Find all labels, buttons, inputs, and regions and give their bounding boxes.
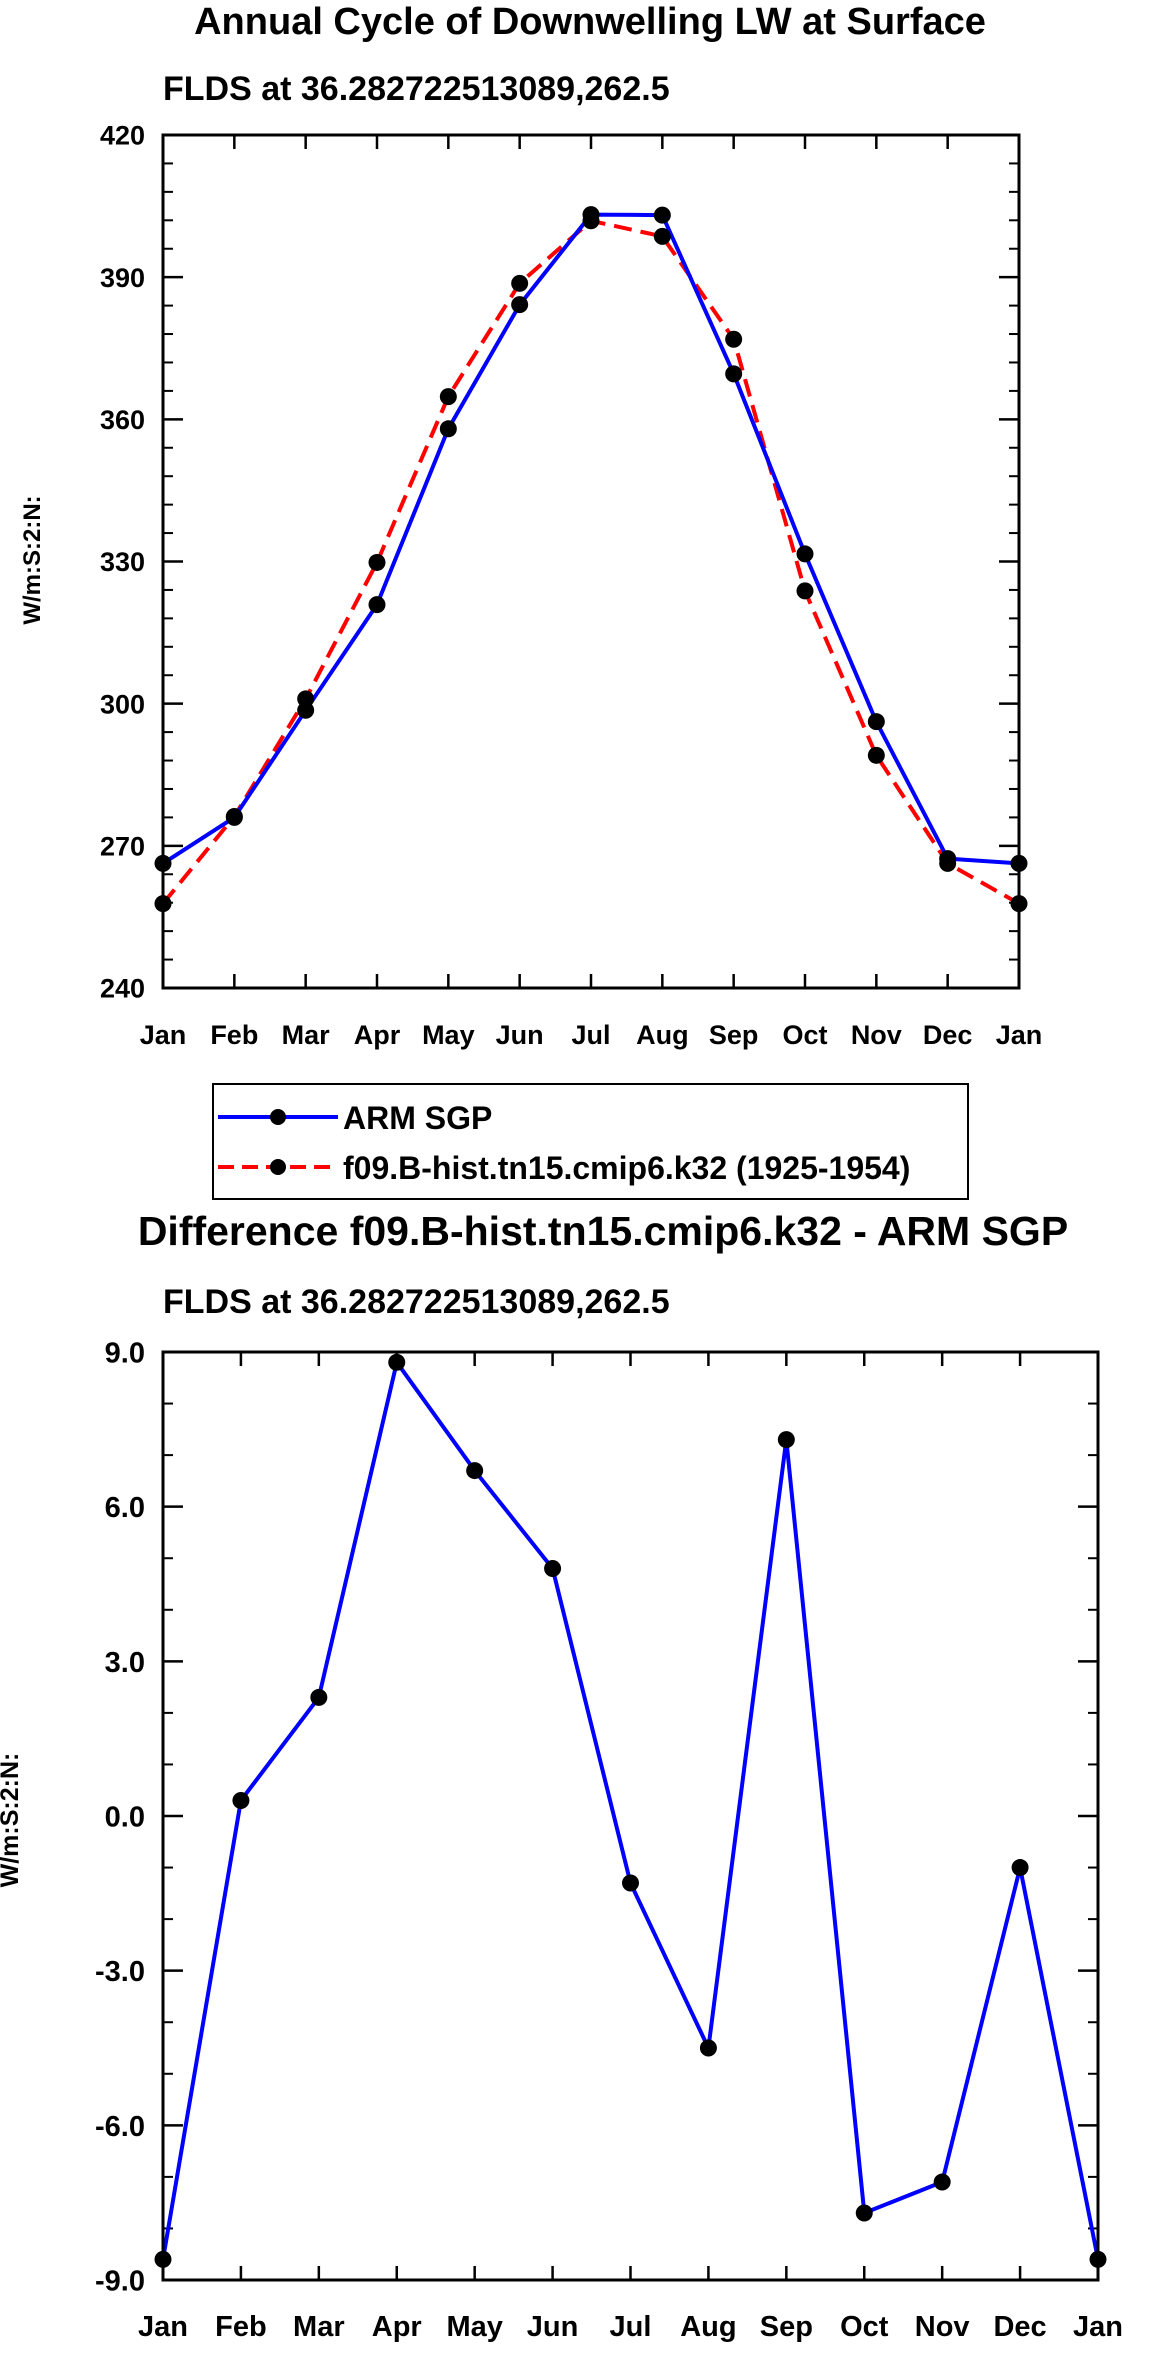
legend-model-label: f09.B-hist.tn15.cmip6.k32 (1925-1954) <box>343 1150 910 1186</box>
chart2-xtick-label: Aug <box>680 2311 736 2343</box>
chart1-point <box>653 227 671 245</box>
chart1-point <box>225 808 243 826</box>
chart1-xtick-label: Jan <box>996 1020 1043 1050</box>
chart1-point <box>368 596 386 614</box>
chart1-ytick-label: 420 <box>100 121 145 151</box>
chart2-point <box>699 2039 717 2057</box>
chart2-point <box>777 1431 795 1449</box>
chart1-point <box>511 274 529 292</box>
chart1-series-line-obs <box>161 212 1020 866</box>
chart2-point <box>544 1560 562 1578</box>
chart2-ytick-label: 6.0 <box>105 1492 145 1524</box>
chart1-point <box>939 850 957 868</box>
chart1-xtick-label: Sep <box>709 1020 759 1050</box>
legend-obs-marker <box>270 1109 286 1125</box>
chart2-ytick-label: -6.0 <box>95 2111 145 2143</box>
chart2-ytick-label: 3.0 <box>105 1647 145 1679</box>
chart2-xtick-label: Jun <box>527 2311 579 2343</box>
chart2-point <box>232 1792 250 1810</box>
chart1-xtick-label: Jun <box>496 1020 544 1050</box>
chart2-point <box>466 1462 484 1480</box>
chart2-xtick-label: Dec <box>993 2311 1046 2343</box>
chart1-ytick-label: 390 <box>100 263 145 293</box>
chart1-point <box>511 296 529 314</box>
chart1-point <box>368 553 386 571</box>
chart1-series-line-model <box>161 218 1020 906</box>
chart1-xtick-label: Apr <box>354 1020 401 1050</box>
chart2-series-line-obs <box>161 1360 1100 2260</box>
chart1-xtick-label: Jan <box>140 1020 187 1050</box>
legend-obs-label: ARM SGP <box>343 1100 492 1136</box>
chart2-ytick-label: -3.0 <box>95 1956 145 1988</box>
chart1-ytick-label: 240 <box>100 974 145 1004</box>
chart1-point <box>867 713 885 731</box>
chart2-xtick-label: Nov <box>915 2311 970 2343</box>
chart2-point <box>855 2204 873 2222</box>
chart1-point <box>653 206 671 224</box>
chart1-xtick-label: May <box>422 1020 475 1050</box>
chart1-point <box>796 545 814 563</box>
chart1-xtick-label: Mar <box>282 1020 331 1050</box>
chart2-xtick-label: Jan <box>1073 2311 1123 2343</box>
annual-cycle-chart: Annual Cycle of Downwelling LW at Surfac… <box>19 1 1042 1050</box>
chart2-subtitle: FLDS at 36.282722513089,262.5 <box>163 1283 670 1321</box>
chart1-title: Annual Cycle of Downwelling LW at Surfac… <box>194 1 986 43</box>
chart2-plot-frame <box>161 1350 1100 2282</box>
chart1-point <box>796 582 814 600</box>
chart2-point <box>1011 1859 1029 1877</box>
chart1-point <box>582 206 600 224</box>
chart1-ylabel: W/m:S:2:N: <box>19 495 46 624</box>
chart2-point <box>933 2173 951 2191</box>
chart2-ylabel: W/m:S:2:N: <box>0 1753 24 1888</box>
chart2-ytick-label: -9.0 <box>95 2265 145 2297</box>
legend-box <box>212 1083 969 1200</box>
chart1-point <box>439 388 457 406</box>
chart1-point <box>439 420 457 438</box>
chart1-xtick-label: Nov <box>851 1020 902 1050</box>
chart1-xtick-label: Feb <box>210 1020 258 1050</box>
chart2-point <box>388 1353 406 1371</box>
chart2-xtick-label: Jul <box>610 2311 652 2343</box>
chart2-point <box>622 1874 639 1892</box>
chart2-ytick-label: 9.0 <box>105 1337 145 1369</box>
chart1-subtitle: FLDS at 36.282722513089,262.5 <box>163 70 670 108</box>
chart1-point <box>297 701 315 719</box>
chart1-point <box>725 330 743 348</box>
difference-chart: Difference f09.B-hist.tn15.cmip6.k32 - A… <box>0 1208 1123 2343</box>
chart2-xtick-label: Feb <box>215 2311 267 2343</box>
chart2-xtick-label: Apr <box>372 2311 422 2343</box>
chart2-xtick-label: Mar <box>293 2311 345 2343</box>
chart1-xtick-label: Dec <box>923 1020 973 1050</box>
chart1-xtick-label: Aug <box>636 1020 688 1050</box>
chart1-plot-frame <box>161 133 1021 990</box>
legend-model-marker <box>270 1159 286 1175</box>
chart1-xtick-label: Jul <box>571 1020 610 1050</box>
chart2-ytick-label: 0.0 <box>105 1801 145 1833</box>
chart2-xtick-label: Oct <box>840 2311 889 2343</box>
chart2-point <box>310 1688 328 1706</box>
chart1-point <box>867 746 885 764</box>
chart1-xtick-label: Oct <box>782 1020 827 1050</box>
chart1-ytick-label: 360 <box>100 405 145 435</box>
chart1-point <box>725 365 743 383</box>
chart2-title: Difference f09.B-hist.tn15.cmip6.k32 - A… <box>138 1208 1068 1254</box>
chart2-xtick-label: Sep <box>760 2311 813 2343</box>
chart1-ytick-label: 300 <box>100 689 145 719</box>
chart2-xtick-label: May <box>446 2311 502 2343</box>
chart1-ytick-label: 270 <box>100 832 145 862</box>
chart2-xtick-label: Jan <box>138 2311 188 2343</box>
chart1-ytick-label: 330 <box>100 547 145 577</box>
legend: ARM SGP f09.B-hist.tn15.cmip6.k32 (1925-… <box>212 1083 969 1200</box>
